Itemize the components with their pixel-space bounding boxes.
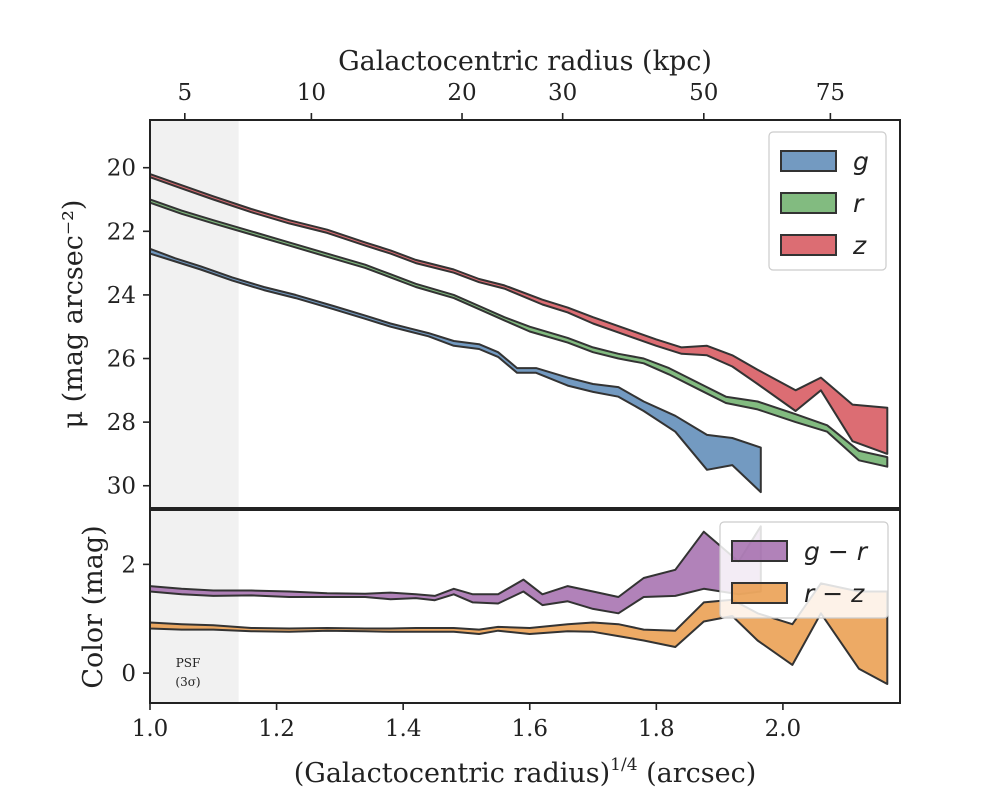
bottom-x-axis-label-unit: (arcsec): [638, 758, 757, 789]
lower-legend-label-rz: r − z: [804, 579, 865, 608]
upper-band-g: [150, 247, 762, 494]
bottom-x-axis-label-sup: 1/4: [610, 755, 637, 775]
lower-y-tick-label: 2: [121, 552, 136, 578]
top-axis-tick-label: 10: [297, 80, 326, 106]
bottom-x-axis-label-main: (Galactocentric radius): [294, 758, 610, 789]
upper-y-axis-label: μ (mag arcsec⁻²): [58, 200, 89, 429]
lower-y-ticks: 02: [121, 552, 150, 687]
upper-legend-swatch-z: [780, 234, 837, 256]
upper-y-tick-label: 20: [107, 156, 136, 182]
lower-y-axis-label: Color (mag): [78, 525, 109, 688]
bottom-x-axis-label: (Galactocentric radius)1/4 (arcsec): [294, 755, 757, 789]
psf-shaded-region-lower: [150, 510, 239, 703]
top-axis-tick-label: 75: [816, 80, 845, 106]
bottom-x-tick-label: 1.4: [385, 716, 422, 742]
bottom-x-tick-label: 1.0: [132, 716, 169, 742]
lower-band-rz: [150, 582, 889, 685]
upper-band-r: [150, 198, 889, 468]
upper-y-tick-label: 24: [107, 283, 136, 309]
upper-legend: grz: [768, 131, 887, 271]
bottom-x-tick-label: 1.2: [258, 716, 295, 742]
upper-y-ticks: 20 22 24 26 28 30: [107, 156, 150, 500]
top-axis-ticks: 5 10 20 30 50 75: [177, 80, 845, 120]
top-axis-label: Galactocentric radius (kpc): [338, 46, 712, 77]
upper-legend-label-g: g: [853, 147, 869, 176]
top-axis-tick-label: 20: [447, 80, 476, 106]
upper-series-group: [150, 173, 889, 494]
lower-legend: g − r r − z: [719, 521, 889, 619]
upper-legend-swatch-g: [780, 150, 837, 172]
lower-band-gr: [150, 525, 762, 615]
upper-band-z: [150, 173, 889, 455]
lower-panel: 02 Color (mag) g − rr − z PSF (3σ): [78, 509, 901, 704]
bottom-x-ticks: 1.0 1.2 1.4 1.6 1.8 2.0: [132, 703, 801, 742]
bottom-x-tick-label: 1.8: [638, 716, 675, 742]
upper-legend-swatch-r: [780, 192, 837, 214]
upper-y-tick-label: 30: [107, 474, 136, 500]
lower-y-tick-label: 0: [121, 661, 136, 687]
lower-panel-frame: [149, 509, 901, 704]
bottom-x-tick-label: 1.6: [511, 716, 548, 742]
upper-panel: 20 22 24 26 28 30 μ (mag arcsec⁻²) grz: [58, 119, 901, 509]
upper-y-tick-label: 26: [107, 347, 136, 373]
upper-y-tick-label: 28: [107, 410, 136, 436]
top-axis-tick-label: 5: [177, 80, 192, 106]
upper-legend-label-z: z: [852, 231, 867, 260]
lower-legend-swatch-gr: [731, 540, 788, 562]
top-axis-tick-label: 50: [689, 80, 718, 106]
lower-legend-swatch-rz: [731, 582, 788, 604]
psf-label-line2: (3σ): [175, 675, 200, 689]
upper-panel-frame: [149, 119, 901, 509]
psf-shaded-region-upper: [150, 120, 239, 508]
top-axis-tick-label: 30: [548, 80, 577, 106]
upper-legend-label-r: r: [853, 189, 865, 218]
bottom-x-tick-label: 2.0: [765, 716, 802, 742]
lower-legend-label-gr: g − r: [804, 537, 869, 566]
psf-label-line1: PSF: [176, 656, 201, 670]
upper-y-tick-label: 22: [107, 219, 136, 245]
